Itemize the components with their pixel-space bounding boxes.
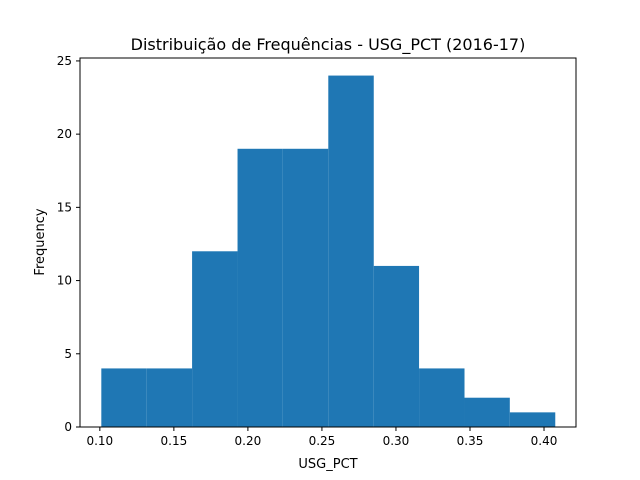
x-tick-label: 0.30 [383,434,410,448]
histogram-bar-7 [419,368,465,427]
histogram-bar-9 [509,412,556,427]
x-tick-label: 0.35 [457,434,484,448]
histogram-bar-0 [101,368,147,427]
y-axis-ticks: 0 5 10 15 20 25 [57,54,80,434]
x-tick-label: 0.15 [161,434,188,448]
y-tick-label: 10 [57,274,72,288]
x-tick-label: 0.25 [309,434,336,448]
histogram-bar-3 [237,148,283,428]
x-tick-label: 0.20 [235,434,262,448]
x-tick-label: 0.40 [531,434,558,448]
histogram-bar-8 [464,397,510,427]
histogram-bar-2 [192,251,238,427]
histogram-bar-4 [282,148,329,428]
x-axis-ticks: 0.10 0.15 0.20 0.25 0.30 0.35 0.40 [86,427,557,448]
chart-title: Distribuição de Frequências - USG_PCT (2… [131,35,526,55]
y-tick-label: 20 [57,127,72,141]
histogram-bar-1 [146,368,193,427]
x-tick-label: 0.10 [86,434,113,448]
histogram-bar-5 [328,75,374,428]
y-tick-label: 25 [57,54,72,68]
histogram-bar-6 [373,265,420,427]
y-tick-label: 15 [57,200,72,214]
y-tick-label: 5 [64,347,72,361]
y-tick-label: 0 [64,420,72,434]
x-axis-label: USG_PCT [298,457,357,472]
y-axis-label: Frequency [33,208,48,275]
axes-frame [79,57,577,428]
histogram-bars [101,75,556,428]
